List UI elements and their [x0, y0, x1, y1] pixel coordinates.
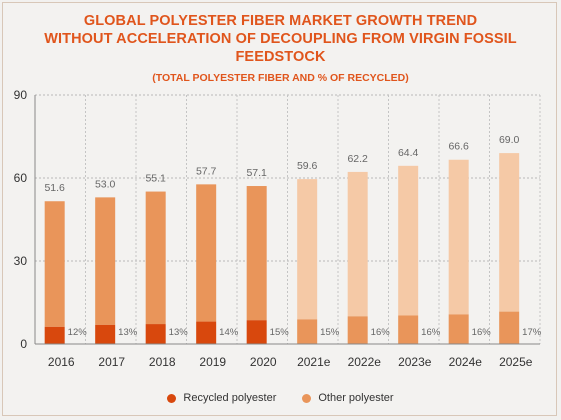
- bar-total-label: 51.6: [44, 182, 65, 194]
- y-tick-label: 90: [14, 88, 28, 102]
- legend-item-recycled: Recycled polyester: [167, 392, 276, 404]
- legend-item-other: Other polyester: [302, 392, 394, 404]
- bar-share-label: 16%: [472, 327, 492, 338]
- bar-recycled-polyester: [44, 326, 65, 344]
- bar-share-label: 15%: [270, 327, 290, 338]
- bar-share-label: 13%: [169, 327, 189, 338]
- x-tick-label: 2016: [48, 355, 75, 369]
- bar-other-polyester: [448, 159, 469, 315]
- bar-share-label: 16%: [421, 327, 441, 338]
- x-tick-label: 2022e: [348, 355, 382, 369]
- bar-recycled-polyester: [297, 319, 318, 344]
- legend-swatch-recycled: [167, 393, 177, 403]
- bar-other-polyester: [145, 191, 166, 325]
- bar-total-label: 59.6: [297, 160, 318, 172]
- bar-share-label: 14%: [219, 327, 239, 338]
- x-tick-label: 2021e: [297, 355, 331, 369]
- bar-total-label: 62.2: [347, 153, 368, 165]
- chart-title-block: GLOBAL POLYESTER FIBER MARKET GROWTH TRE…: [0, 12, 561, 84]
- bar-other-polyester: [196, 184, 217, 322]
- bar-share-label: 12%: [68, 327, 88, 338]
- bar-recycled-polyester: [246, 320, 267, 344]
- bar-total-label: 64.4: [398, 147, 419, 159]
- bar-recycled-polyester: [499, 311, 520, 344]
- bar-total-label: 53.0: [95, 178, 116, 190]
- legend-swatch-other: [302, 393, 312, 403]
- bar-share-label: 13%: [118, 327, 138, 338]
- x-tick-label: 2025e: [499, 355, 533, 369]
- bar-other-polyester: [246, 186, 267, 321]
- bar-recycled-polyester: [448, 314, 469, 344]
- x-tick-label: 2019: [199, 355, 226, 369]
- chart-subtitle: (TOTAL POLYESTER FIBER AND % OF RECYCLED…: [152, 72, 409, 84]
- chart-title-line-1: GLOBAL POLYESTER FIBER MARKET GROWTH TRE…: [83, 13, 478, 29]
- x-tick-label: 2024e: [449, 355, 483, 369]
- x-tick-label: 2018: [149, 355, 176, 369]
- legend-label-recycled: Recycled polyester: [183, 392, 277, 404]
- bar-share-label: 16%: [371, 327, 391, 338]
- bar-total-label: 66.6: [448, 141, 469, 153]
- chart-legend: Recycled polyester Other polyester: [0, 392, 561, 404]
- bar-share-label: 17%: [522, 327, 542, 338]
- x-tick-label: 2020: [250, 355, 277, 369]
- bar-other-polyester: [398, 165, 419, 316]
- chart-title-line-2: WITHOUT ACCELERATION OF DECOUPLING FROM …: [44, 31, 517, 65]
- x-tick-label: 2017: [98, 355, 125, 369]
- bar-total-label: 57.1: [246, 167, 267, 179]
- x-tick-label: 2023e: [398, 355, 432, 369]
- bar-total-label: 55.1: [145, 173, 166, 185]
- bar-other-polyester: [347, 171, 368, 317]
- bar-recycled-polyester: [145, 324, 166, 344]
- y-tick-label: 0: [20, 337, 27, 351]
- bar-other-polyester: [95, 197, 116, 325]
- bar-other-polyester: [44, 201, 65, 327]
- y-tick-label: 60: [14, 171, 28, 185]
- bar-total-label: 57.7: [196, 165, 217, 177]
- y-tick-label: 30: [14, 254, 28, 268]
- bar-recycled-polyester: [95, 324, 116, 344]
- bar-other-polyester: [499, 153, 520, 312]
- legend-label-other: Other polyester: [318, 392, 394, 404]
- bar-recycled-polyester: [347, 316, 368, 344]
- bar-share-label: 15%: [320, 327, 340, 338]
- bar-recycled-polyester: [398, 315, 419, 344]
- bar-other-polyester: [297, 179, 318, 320]
- bar-recycled-polyester: [196, 321, 217, 344]
- bar-total-label: 69.0: [499, 134, 520, 146]
